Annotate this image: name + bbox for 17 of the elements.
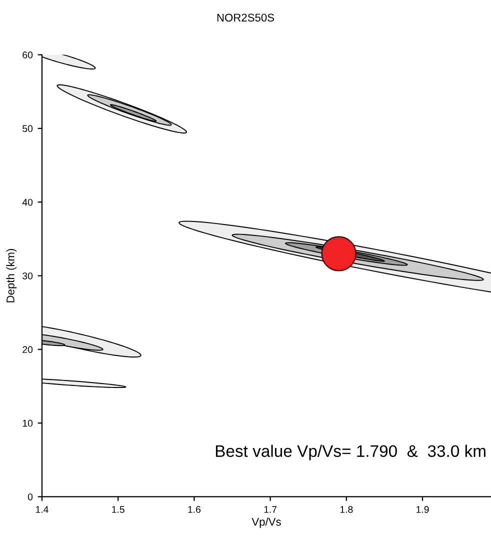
y-tick-label: 40 <box>22 198 33 206</box>
x-tick-label: 1.4 <box>36 506 48 513</box>
y-axis-title: Depth (km) <box>6 248 17 302</box>
y-tick-label: 10 <box>22 420 33 427</box>
x-tick-label: 1.5 <box>112 506 124 513</box>
y-tick-label: 60 <box>22 52 33 58</box>
y-tick-label: 20 <box>22 346 33 354</box>
y-tick-label: 30 <box>22 272 33 280</box>
x-tick-label: 1.7 <box>264 506 277 513</box>
x-tick-label: 1.8 <box>340 506 353 513</box>
y-tick-label: 0 <box>28 493 33 500</box>
annotation: Best value Vp/Vs= 1.790 & 33.0 km <box>216 444 486 460</box>
y-tick-label: 50 <box>22 125 33 132</box>
chart-title: NOR2S50S <box>217 14 274 22</box>
x-tick-label: 1.6 <box>188 506 201 513</box>
x-axis-title: Vp/Vs <box>252 518 281 528</box>
x-tick-label: 1.9 <box>416 506 429 513</box>
